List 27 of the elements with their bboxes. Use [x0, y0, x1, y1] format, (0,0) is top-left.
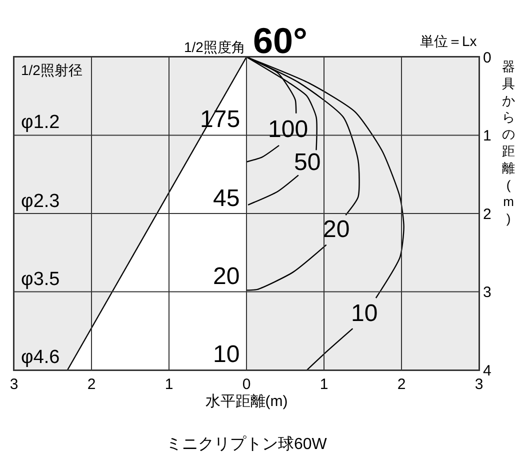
- chart-title: 1/2照度角: [184, 39, 246, 55]
- annotation: φ1.2: [21, 112, 60, 133]
- annotation: φ3.5: [21, 269, 60, 290]
- annotation: 1/2照射径: [21, 62, 82, 78]
- x-tick-label: 2: [397, 376, 406, 393]
- x-tick-label: 0: [242, 376, 251, 393]
- annotation: 45: [213, 185, 240, 212]
- x-axis-title: 水平距離(m): [205, 393, 288, 410]
- annotation: 20: [213, 263, 240, 290]
- x-tick-label: 1: [164, 376, 174, 393]
- x-tick-label: 2: [87, 376, 96, 393]
- y-tick-label: 2: [483, 206, 492, 223]
- annotation: φ4.6: [21, 347, 60, 368]
- annotation: 10: [213, 341, 240, 368]
- chart-subtitle: 60°: [253, 20, 308, 61]
- y-tick-label: 1: [483, 128, 492, 144]
- y-tick-label: 4: [483, 362, 492, 380]
- text: 器具からの距離(m): [502, 59, 515, 226]
- annotation: φ2.3: [21, 191, 60, 212]
- x-tick-label: 1: [320, 376, 328, 393]
- series-label: 50: [294, 149, 321, 176]
- y-tick-label: 0: [483, 49, 492, 66]
- text: 単位＝Lx: [420, 33, 477, 49]
- x-tick-label: 3: [10, 376, 18, 393]
- text: ミニクリプトン球60W: [166, 435, 328, 453]
- y-tick-label: 3: [483, 284, 492, 301]
- series-label: 10: [351, 300, 378, 327]
